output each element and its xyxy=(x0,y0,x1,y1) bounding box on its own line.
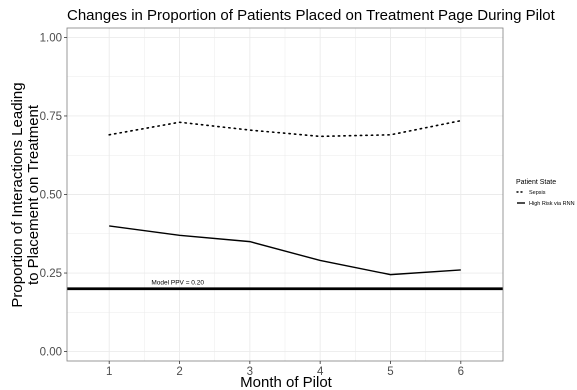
reference-line-label: Model PPV = 0.20 xyxy=(151,280,204,287)
chart-title: Changes in Proportion of Patients Placed… xyxy=(67,7,556,24)
y-tick-label: 0.00 xyxy=(40,347,62,359)
y-tick-label: 0.25 xyxy=(40,268,62,280)
y-tick-label: 1.00 xyxy=(40,32,62,44)
reference-line-group: Model PPV = 0.20 xyxy=(67,280,503,291)
y-ticks: 0.00 0.25 0.50 0.75 1.00 xyxy=(40,32,67,359)
grid xyxy=(67,28,503,361)
x-tick-label: 3 xyxy=(247,366,253,378)
x-tick-label: 2 xyxy=(176,366,182,378)
x-tick-label: 5 xyxy=(387,366,393,378)
x-ticks: 1 2 3 4 5 6 xyxy=(106,361,464,378)
legend-title: Patient State xyxy=(516,179,556,186)
series-line-2 xyxy=(109,225,461,276)
y-tick-label: 0.75 xyxy=(40,111,62,123)
x-tick-label: 6 xyxy=(458,366,464,378)
x-tick-label: 1 xyxy=(106,366,112,378)
y-axis-title: Proportion of Interactions Leading to Pl… xyxy=(9,82,42,307)
legend-label-2: High Risk via RNN xyxy=(529,201,575,207)
x-tick-label: 4 xyxy=(317,366,324,378)
y-axis-title-line-1: Proportion of Interactions Leading xyxy=(9,82,26,307)
legend: Patient State Sepsis High Risk via RNN xyxy=(516,179,575,207)
series-line-1 xyxy=(108,119,462,138)
y-tick-label: 0.50 xyxy=(40,190,62,202)
y-axis-title-line-2: to Placement on Treatment xyxy=(25,104,42,285)
legend-label-1: Sepsis xyxy=(529,190,546,196)
series-lines xyxy=(108,119,462,276)
x-axis-title: Month of Pilot xyxy=(240,374,333,390)
